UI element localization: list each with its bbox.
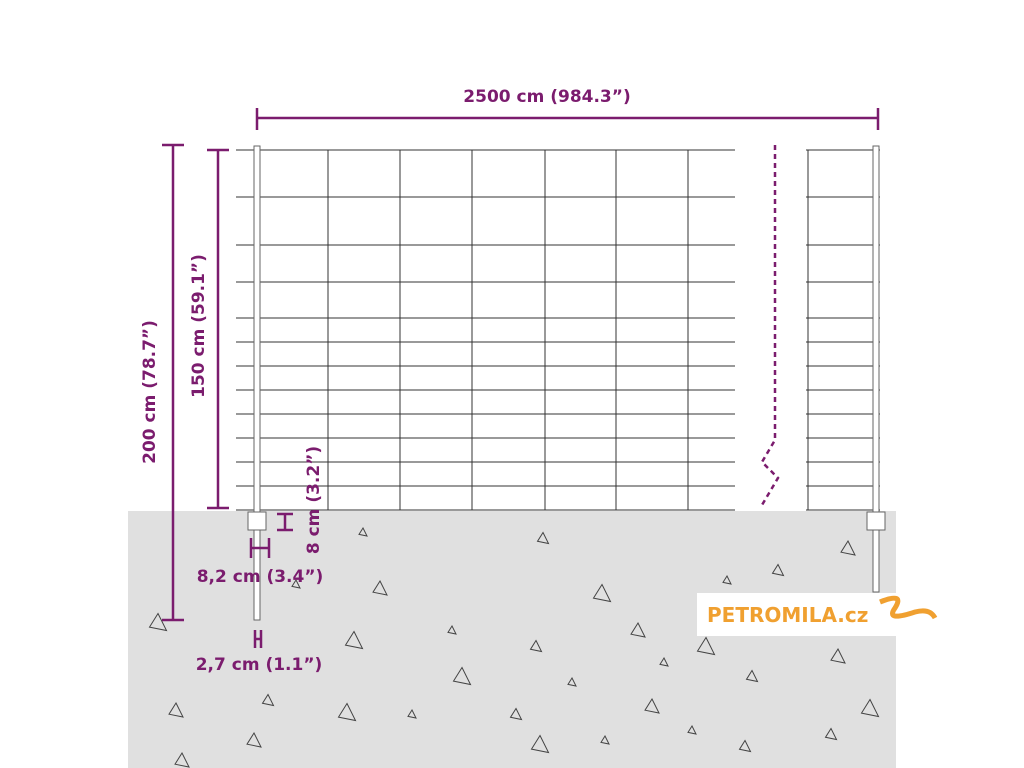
pebble [644, 697, 660, 714]
logo-text: PETROMILA.cz [707, 603, 868, 627]
gap-label: 8 cm (3.2”) [304, 446, 324, 554]
pebble [291, 578, 301, 589]
pebble [148, 612, 168, 632]
left-post [253, 145, 261, 621]
pebble [567, 676, 577, 687]
width-line [255, 108, 880, 130]
pebble [407, 708, 417, 719]
pebble [860, 698, 880, 718]
pebble [372, 579, 388, 596]
break-line [760, 145, 780, 506]
logo-mark [879, 595, 938, 620]
pebble [174, 751, 190, 768]
pebble [337, 702, 357, 722]
pebble [530, 734, 550, 754]
pebble [261, 693, 275, 707]
fence [236, 149, 880, 511]
post-width-label: 8,2 cm (3.4”) [197, 567, 324, 587]
gap-line [277, 512, 293, 532]
pebble [592, 583, 612, 603]
fence-height-label: 150 cm (59.1”) [189, 254, 209, 398]
pebble [509, 707, 523, 721]
pebble [536, 531, 550, 545]
pebble [529, 639, 543, 653]
left-post-clip [247, 511, 267, 531]
post-depth-line [253, 630, 263, 648]
pebble [771, 563, 785, 577]
right-post [872, 145, 880, 593]
pebble [659, 656, 669, 667]
pebble [722, 574, 732, 585]
width-label: 2500 cm (984.3”) [463, 87, 630, 107]
logo-box [697, 593, 896, 636]
pebble [745, 669, 759, 683]
fence-height-line [207, 148, 229, 510]
pebble [600, 734, 610, 745]
post-depth-label: 2,7 cm (1.1”) [196, 655, 323, 675]
total-height-line [162, 143, 184, 622]
pebble [630, 621, 646, 638]
pebble [830, 647, 846, 664]
pebble [452, 666, 472, 686]
ground [128, 511, 896, 768]
pebble [824, 727, 838, 741]
pebble [447, 624, 457, 635]
pebble [168, 701, 184, 718]
pebble [358, 526, 368, 537]
pebble [738, 739, 752, 753]
ground-texture [148, 526, 880, 768]
pebble [687, 724, 697, 735]
pebble [840, 539, 856, 556]
pebble [344, 630, 364, 650]
post-width-line [249, 538, 271, 558]
total-height-label: 200 cm (78.7”) [140, 320, 160, 464]
right-post-clip [866, 511, 886, 531]
pebble [246, 731, 262, 748]
pebble [696, 636, 716, 656]
